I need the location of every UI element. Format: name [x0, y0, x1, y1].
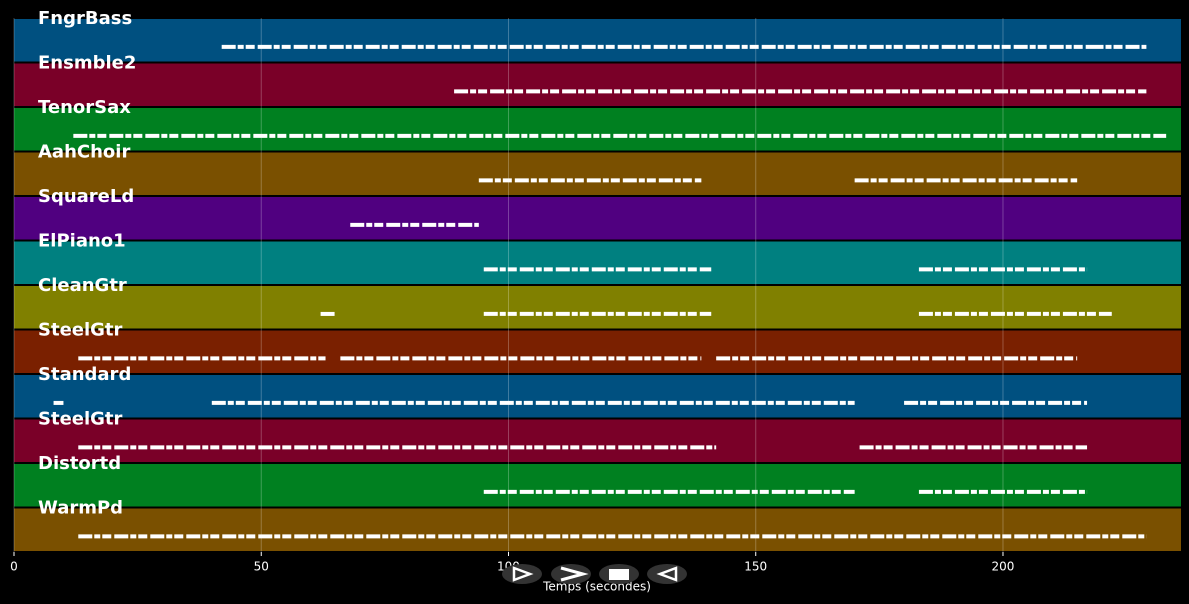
x-tick-label: 150 — [744, 560, 767, 574]
track-name: CleanGtr — [38, 275, 127, 296]
track-background — [14, 241, 1181, 284]
track-name: Standard — [38, 364, 131, 385]
track-name: Ensmble2 — [38, 53, 136, 74]
track-background — [14, 197, 1181, 240]
track-name: WarmPd — [38, 498, 123, 519]
play-button[interactable] — [502, 564, 542, 584]
track-background — [14, 63, 1181, 106]
track-name: FngrBass — [38, 8, 132, 29]
track-background — [14, 286, 1181, 329]
track-background — [14, 19, 1181, 62]
track-background — [14, 375, 1181, 418]
x-tick-label: 0 — [10, 560, 18, 574]
forward-button[interactable] — [551, 564, 591, 584]
track-name: Distortd — [38, 453, 121, 474]
track-name: TenorSax — [38, 97, 131, 118]
track-background — [14, 508, 1181, 551]
track-background — [14, 419, 1181, 462]
track-name: SteelGtr — [38, 320, 123, 341]
playback-controls — [502, 564, 687, 584]
x-tick-label: 200 — [992, 560, 1015, 574]
rewind-button[interactable] — [647, 564, 687, 584]
track-name: SquareLd — [38, 186, 134, 207]
track-background — [14, 152, 1181, 195]
track-background — [14, 464, 1181, 507]
x-tick-label: 50 — [254, 560, 269, 574]
track-background — [14, 330, 1181, 373]
track-background — [14, 108, 1181, 151]
track-name: AahChoir — [38, 142, 130, 163]
track-name: ElPiano1 — [38, 231, 126, 252]
stop-button[interactable] — [599, 564, 639, 584]
track-name: SteelGtr — [38, 409, 123, 430]
